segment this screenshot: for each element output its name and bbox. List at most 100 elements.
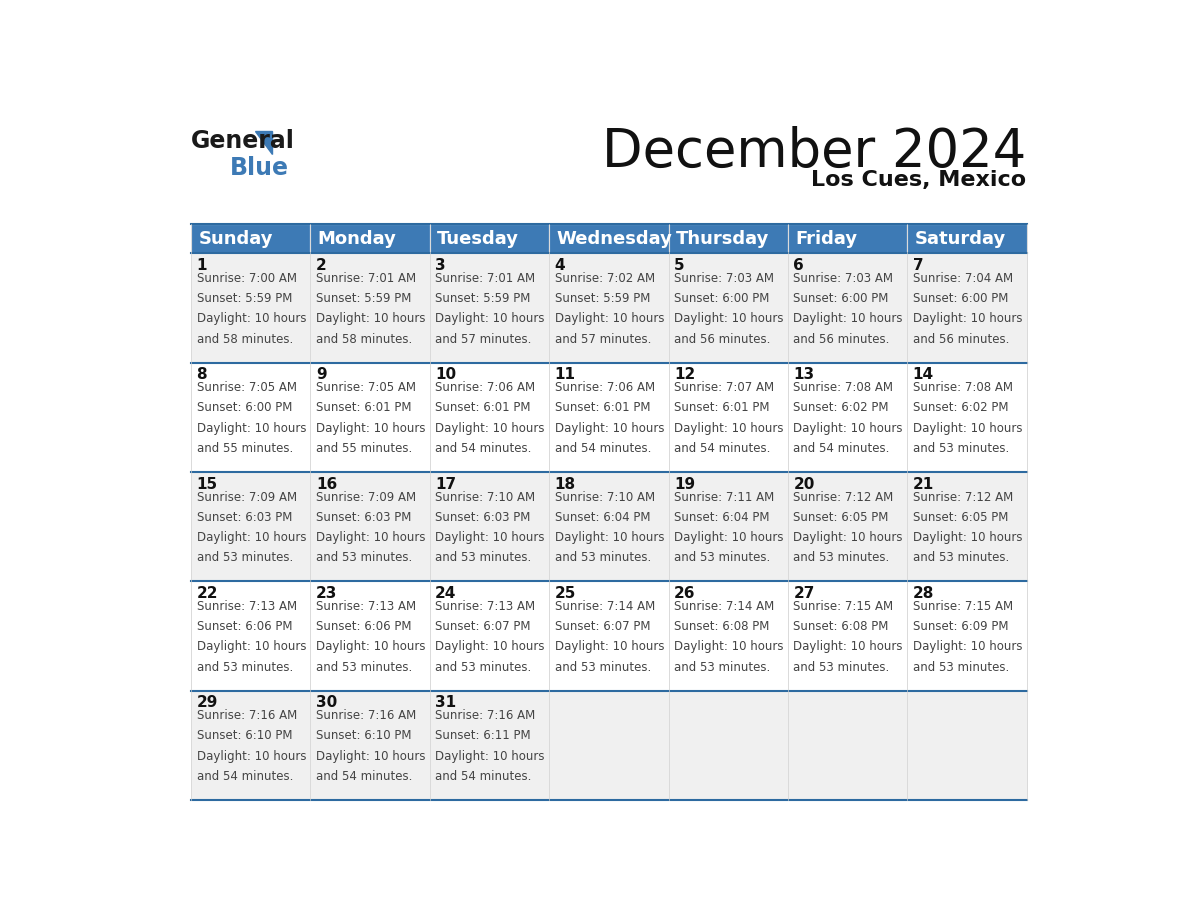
Bar: [908, 363, 1026, 472]
Text: Los Cues, Mexico: Los Cues, Mexico: [811, 170, 1026, 190]
Text: and 53 minutes.: and 53 minutes.: [435, 551, 531, 565]
Text: Daylight: 10 hours: Daylight: 10 hours: [555, 312, 664, 325]
Text: 24: 24: [435, 586, 456, 601]
Bar: [191, 253, 310, 363]
Text: 1: 1: [196, 258, 207, 273]
Bar: [908, 690, 1026, 800]
Bar: [549, 253, 669, 363]
Bar: [549, 472, 669, 581]
Text: Thursday: Thursday: [676, 230, 769, 248]
Text: 20: 20: [794, 476, 815, 492]
Text: 25: 25: [555, 586, 576, 601]
Bar: [430, 472, 549, 581]
Text: Daylight: 10 hours: Daylight: 10 hours: [555, 641, 664, 654]
Text: Daylight: 10 hours: Daylight: 10 hours: [794, 312, 903, 325]
Bar: [310, 253, 430, 363]
Text: Daylight: 10 hours: Daylight: 10 hours: [794, 641, 903, 654]
Text: and 56 minutes.: and 56 minutes.: [674, 332, 770, 345]
Text: Sunrise: 7:09 AM: Sunrise: 7:09 AM: [196, 490, 297, 504]
Bar: [908, 253, 1026, 363]
Text: and 54 minutes.: and 54 minutes.: [435, 770, 531, 783]
Text: and 54 minutes.: and 54 minutes.: [196, 770, 293, 783]
Text: and 56 minutes.: and 56 minutes.: [912, 332, 1009, 345]
Text: Sunset: 6:10 PM: Sunset: 6:10 PM: [316, 730, 411, 743]
Text: Daylight: 10 hours: Daylight: 10 hours: [674, 531, 783, 544]
Text: and 55 minutes.: and 55 minutes.: [316, 442, 412, 455]
Bar: [549, 581, 669, 690]
Text: Daylight: 10 hours: Daylight: 10 hours: [196, 531, 307, 544]
Text: Sunset: 5:59 PM: Sunset: 5:59 PM: [435, 292, 531, 305]
Text: Sunset: 6:03 PM: Sunset: 6:03 PM: [196, 510, 292, 524]
Text: Daylight: 10 hours: Daylight: 10 hours: [674, 312, 783, 325]
Bar: [430, 363, 549, 472]
Text: Daylight: 10 hours: Daylight: 10 hours: [555, 421, 664, 434]
Bar: [191, 472, 310, 581]
Text: Sunrise: 7:13 AM: Sunrise: 7:13 AM: [196, 599, 297, 613]
Text: and 57 minutes.: and 57 minutes.: [555, 332, 651, 345]
Bar: [669, 472, 788, 581]
Bar: [669, 581, 788, 690]
Text: Sunrise: 7:07 AM: Sunrise: 7:07 AM: [674, 381, 775, 394]
Text: Daylight: 10 hours: Daylight: 10 hours: [794, 421, 903, 434]
Text: 19: 19: [674, 476, 695, 492]
Text: Daylight: 10 hours: Daylight: 10 hours: [912, 421, 1022, 434]
Text: Sunset: 6:08 PM: Sunset: 6:08 PM: [674, 620, 770, 633]
Text: and 53 minutes.: and 53 minutes.: [674, 661, 770, 674]
Text: 8: 8: [196, 367, 207, 382]
Text: and 53 minutes.: and 53 minutes.: [674, 551, 770, 565]
Text: Daylight: 10 hours: Daylight: 10 hours: [435, 641, 545, 654]
Bar: [788, 690, 908, 800]
Text: Sunrise: 7:04 AM: Sunrise: 7:04 AM: [912, 272, 1013, 285]
Bar: [549, 363, 669, 472]
Text: 29: 29: [196, 695, 217, 711]
Text: Daylight: 10 hours: Daylight: 10 hours: [912, 531, 1022, 544]
Bar: [310, 472, 430, 581]
Text: Sunset: 6:10 PM: Sunset: 6:10 PM: [196, 730, 292, 743]
Text: 11: 11: [555, 367, 576, 382]
Text: and 53 minutes.: and 53 minutes.: [316, 551, 412, 565]
Text: 6: 6: [794, 258, 804, 273]
Text: 9: 9: [316, 367, 327, 382]
Text: Sunset: 6:01 PM: Sunset: 6:01 PM: [435, 401, 531, 414]
Text: Daylight: 10 hours: Daylight: 10 hours: [435, 750, 545, 763]
Text: and 55 minutes.: and 55 minutes.: [196, 442, 292, 455]
Bar: [669, 363, 788, 472]
Text: Wednesday: Wednesday: [556, 230, 672, 248]
Bar: [669, 224, 788, 253]
Text: 22: 22: [196, 586, 219, 601]
Text: Sunset: 5:59 PM: Sunset: 5:59 PM: [555, 292, 650, 305]
Text: 13: 13: [794, 367, 815, 382]
Text: Daylight: 10 hours: Daylight: 10 hours: [196, 312, 307, 325]
Text: Daylight: 10 hours: Daylight: 10 hours: [435, 531, 545, 544]
Text: Sunset: 6:03 PM: Sunset: 6:03 PM: [316, 510, 411, 524]
Bar: [430, 690, 549, 800]
Text: Daylight: 10 hours: Daylight: 10 hours: [316, 750, 425, 763]
Text: Sunset: 6:04 PM: Sunset: 6:04 PM: [674, 510, 770, 524]
Text: Sunrise: 7:11 AM: Sunrise: 7:11 AM: [674, 490, 775, 504]
Text: Sunrise: 7:14 AM: Sunrise: 7:14 AM: [674, 599, 775, 613]
Text: Sunset: 6:00 PM: Sunset: 6:00 PM: [196, 401, 292, 414]
Text: Sunrise: 7:13 AM: Sunrise: 7:13 AM: [435, 599, 536, 613]
Text: Sunrise: 7:08 AM: Sunrise: 7:08 AM: [912, 381, 1012, 394]
Text: 26: 26: [674, 586, 695, 601]
Text: and 53 minutes.: and 53 minutes.: [196, 661, 292, 674]
Text: 17: 17: [435, 476, 456, 492]
Text: Sunrise: 7:12 AM: Sunrise: 7:12 AM: [912, 490, 1013, 504]
Text: Sunrise: 7:03 AM: Sunrise: 7:03 AM: [674, 272, 773, 285]
Text: and 53 minutes.: and 53 minutes.: [316, 661, 412, 674]
Text: Daylight: 10 hours: Daylight: 10 hours: [674, 641, 783, 654]
Text: Sunrise: 7:10 AM: Sunrise: 7:10 AM: [435, 490, 536, 504]
Bar: [430, 253, 549, 363]
Text: Sunset: 6:02 PM: Sunset: 6:02 PM: [794, 401, 889, 414]
Text: and 53 minutes.: and 53 minutes.: [912, 442, 1009, 455]
Text: Daylight: 10 hours: Daylight: 10 hours: [555, 531, 664, 544]
Text: Sunset: 5:59 PM: Sunset: 5:59 PM: [316, 292, 411, 305]
Text: 4: 4: [555, 258, 565, 273]
Text: Daylight: 10 hours: Daylight: 10 hours: [316, 641, 425, 654]
Text: Sunset: 6:09 PM: Sunset: 6:09 PM: [912, 620, 1009, 633]
Text: and 53 minutes.: and 53 minutes.: [794, 551, 890, 565]
Text: Sunset: 6:07 PM: Sunset: 6:07 PM: [555, 620, 650, 633]
Text: and 54 minutes.: and 54 minutes.: [316, 770, 412, 783]
Text: and 54 minutes.: and 54 minutes.: [555, 442, 651, 455]
Bar: [908, 224, 1026, 253]
